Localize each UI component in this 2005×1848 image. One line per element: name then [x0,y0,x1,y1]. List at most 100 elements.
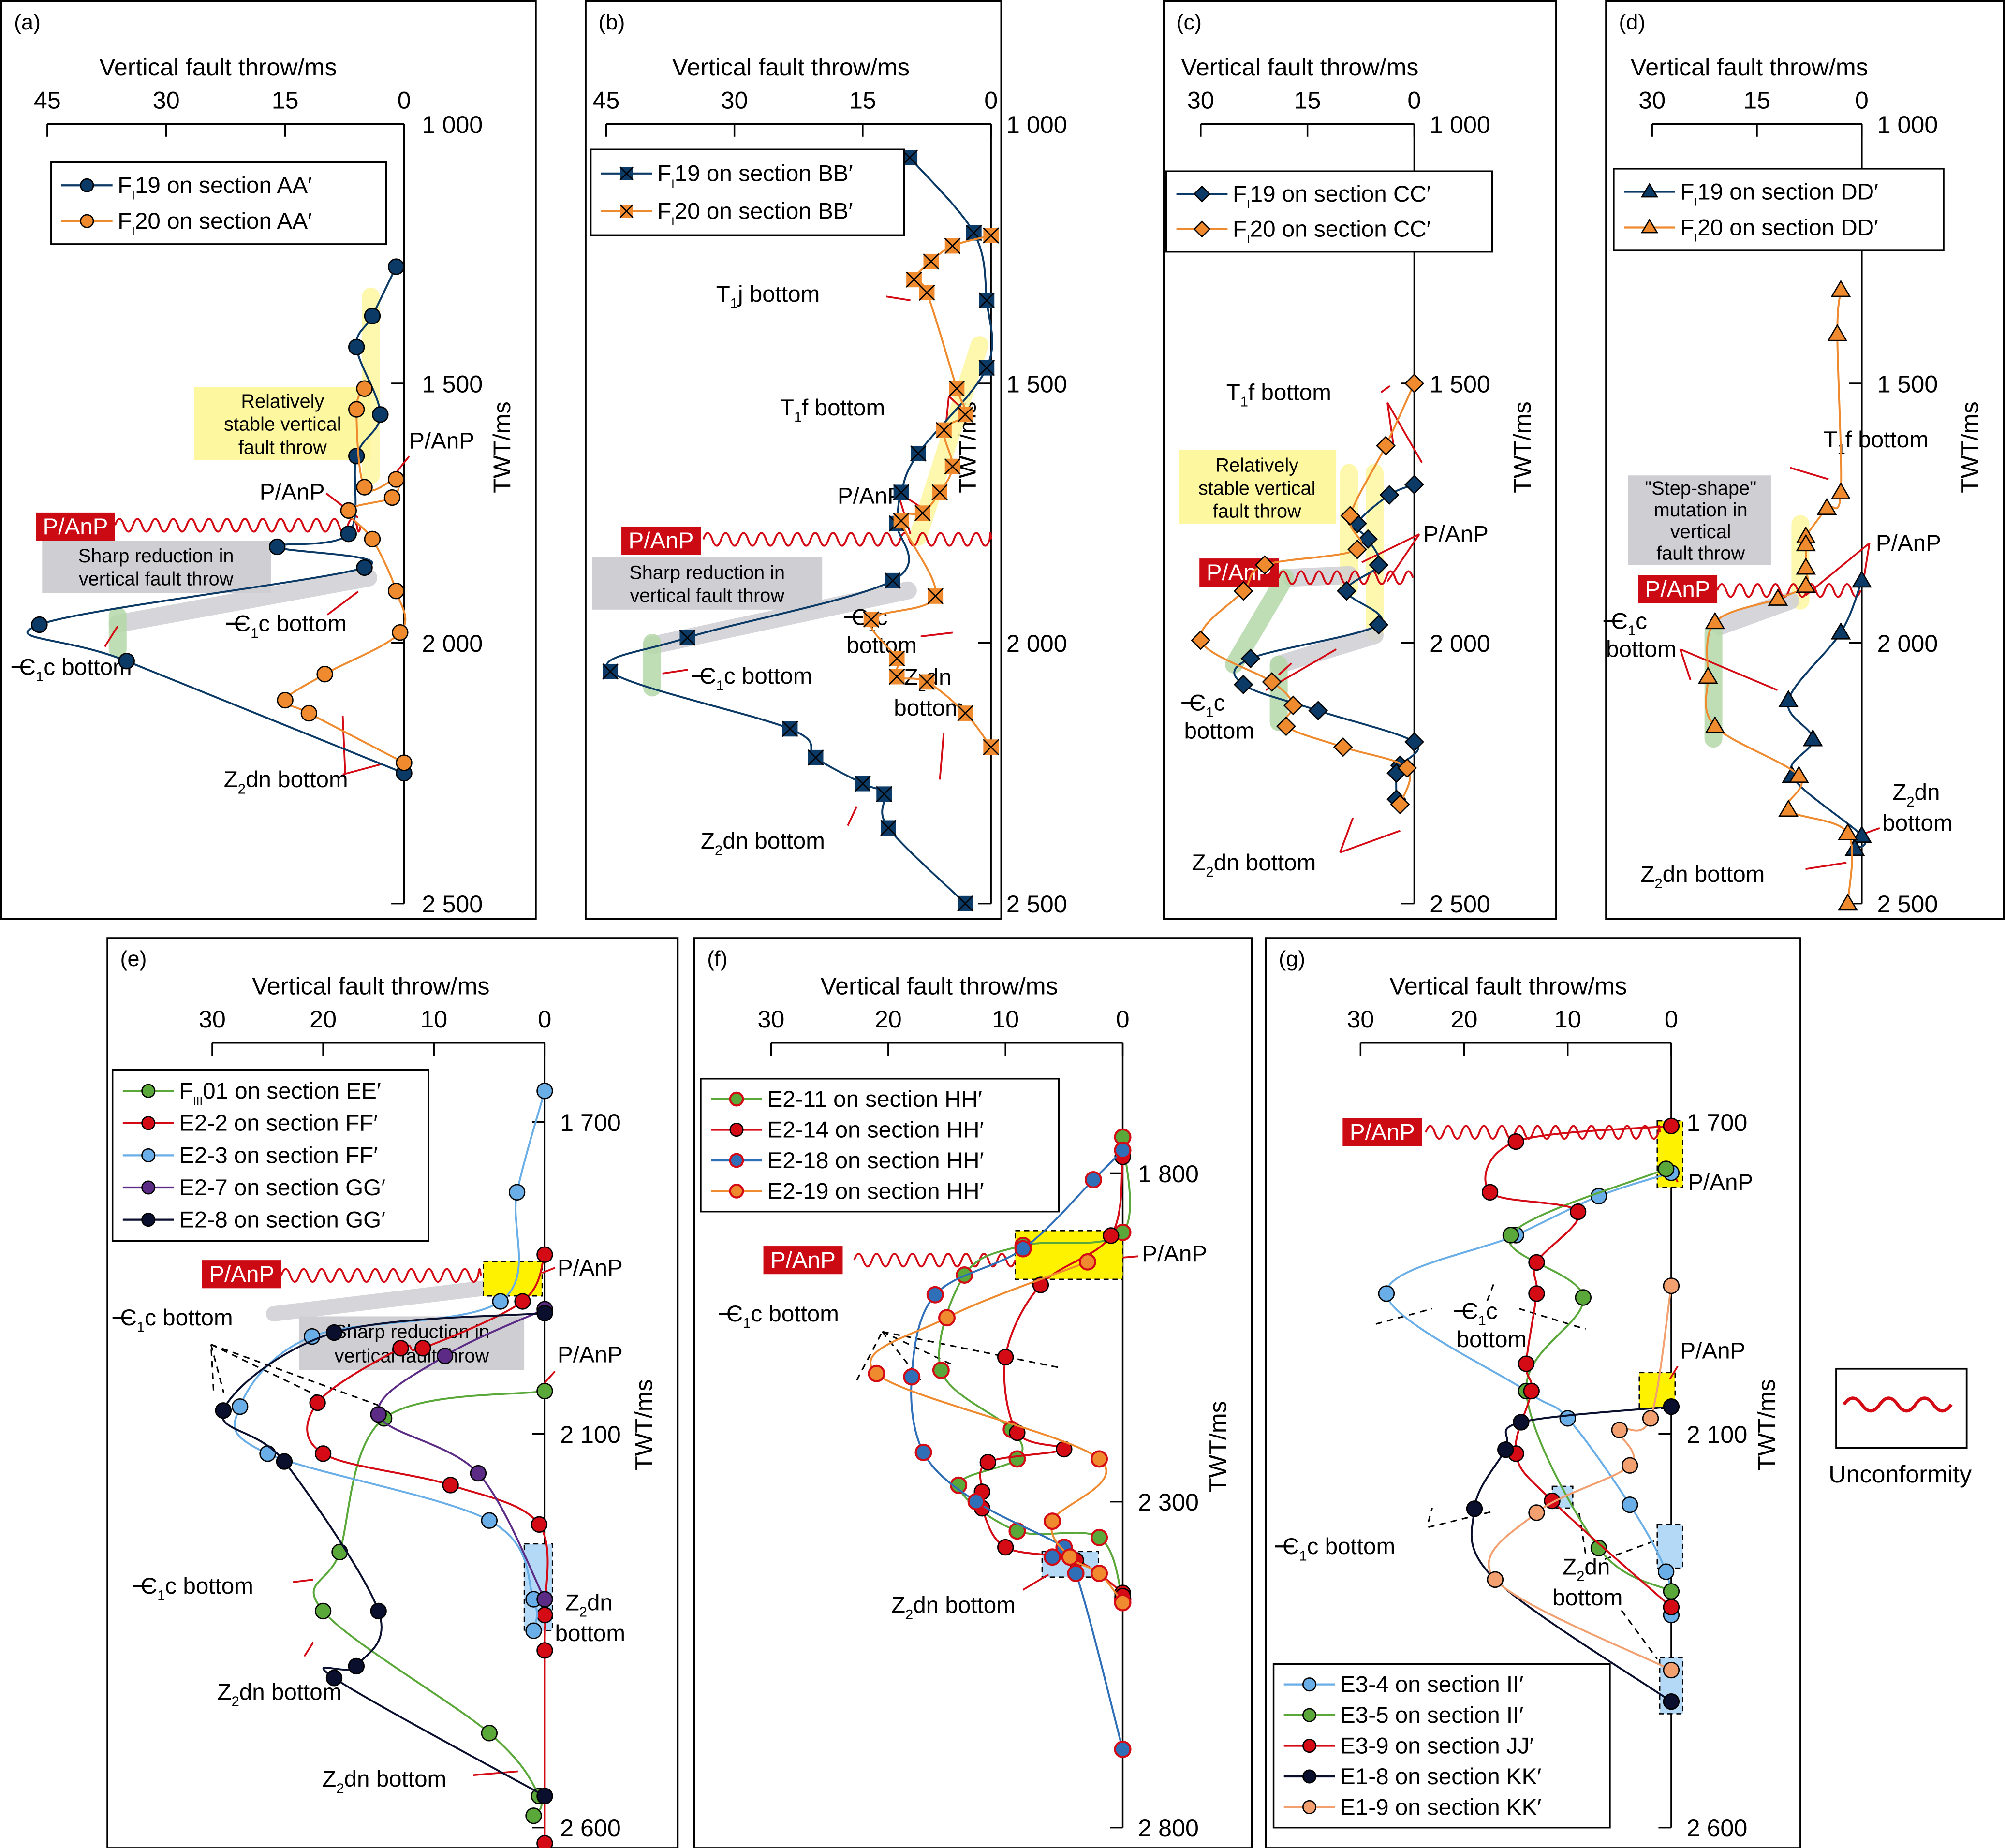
data-point [309,1394,326,1411]
data-point [619,204,634,218]
data-point-cross [931,484,948,501]
data-point [1233,675,1253,695]
annotation-leader-line [1386,402,1395,448]
data-point [1404,474,1424,495]
annotation-leader-line [342,763,382,776]
series-line [306,1254,549,1844]
y-tick-label: 2 800 [1138,1815,1199,1842]
panel-letter: (a) [14,10,41,34]
data-point [531,1516,548,1533]
unconformity-legend-label: Unconformity [1828,1461,1972,1488]
data-point [1528,1504,1545,1521]
data-point [1830,279,1851,297]
y-axis: 1 000 1 500 2 000 2 500 TWT/ms [1401,111,1536,918]
p-anp-label: P/AnP [1688,1170,1753,1195]
x-tick-label: 45 [34,87,61,114]
z2dn-bottom-text: Z2dn bottom [1192,850,1316,880]
data-point [903,1368,921,1386]
data-point [383,489,401,506]
data-point [1559,1410,1576,1427]
annotation-leader-line [1669,1365,1679,1379]
data-point [1705,716,1725,733]
sharp-reduction-label-bg [42,541,271,593]
legend-item: FI20 on section CC′ [1176,217,1431,246]
data-point [1640,183,1659,198]
series-line [1385,1172,1672,1615]
annotation-dashed-line [882,1331,953,1366]
x-tick-label: 30 [1187,87,1214,114]
data-point [1796,534,1816,552]
data-point [1528,1285,1545,1302]
p-anp-unconformity-tag: P/AnP [202,1260,281,1289]
data-point [781,720,798,737]
panel-letter: (g) [1279,946,1305,971]
data-point [914,505,931,522]
z2dn-bottom-label: Z2dn bottom [218,1679,342,1709]
series-0 [312,1382,553,1824]
y-tick-label: 2 500 [422,891,483,918]
legend-item: E2-8 on section GG′ [122,1207,385,1232]
z2dn-bottom-text: Z2dn bottom [701,828,825,858]
data-point [885,572,901,589]
annotation-leader-line [1790,467,1829,480]
x-tick-label: 30 [757,1006,784,1033]
legend: FIII01 on section EE′ E2-2 on section FF′… [111,1069,429,1242]
x-axis-title: Vertical fault throw/ms [672,54,910,81]
legend-item: E3-9 on section JJ′ [1283,1733,1534,1759]
p-anp-unconformity-tag: P/AnP [1342,1118,1422,1146]
data-point [1830,622,1851,640]
series-1 [863,227,1000,755]
legend-label: E2-19 on section HH′ [767,1178,984,1204]
unconformity-wavy-icon [1843,1396,1953,1413]
legend-label: FI19 on section CC′ [1233,181,1431,211]
annotation-dashed-line [210,1344,380,1407]
data-point [387,471,405,488]
series-layer [1698,279,1872,911]
legend-item: E2-14 on section HH′ [711,1117,984,1143]
z2dn-bottom-text: Z2dn bottom [891,1593,1016,1623]
data-point [215,1402,232,1419]
x-tick-label: 0 [1855,87,1869,114]
y-axis-title: TWT/ms [630,1379,657,1471]
data-point [1502,1227,1519,1244]
data-point [936,422,952,439]
legend-item: FI20 on section DD′ [1624,215,1878,245]
legend-frame [590,148,905,236]
data-point [414,1340,431,1357]
data-point-cross [948,380,965,397]
data-point [619,166,634,180]
series-line [312,1390,545,1817]
data-point [888,650,905,667]
p-anp-tag-text: P/AnP [770,1247,836,1273]
x-tick-label: 30 [1347,1006,1374,1033]
data-point [525,1807,542,1824]
data-point-cross [679,629,696,646]
data-point-cross [781,720,798,737]
legend-label: FI19 on section BB′ [657,161,853,191]
data-point [944,237,961,254]
data-point [967,1493,985,1511]
data-point [348,1657,365,1675]
data-point [1404,732,1424,752]
data-point-cross [957,705,973,721]
x-tick-label: 20 [1451,1006,1478,1033]
y-tick-label: 1 000 [1006,111,1067,138]
data-point [1663,1693,1680,1710]
data-point-cross [863,611,880,628]
p-anp-label: P/AnP [558,1342,623,1368]
data-point [983,739,1000,755]
panel-frame [693,937,1253,1848]
data-point-cross [619,166,634,180]
step-shape-label: "Step-shape" [1645,478,1756,499]
series-line [233,1090,546,1631]
annotation-leader-line [543,1370,556,1385]
legend: FI19 on section AA′ FI20 on section AA′ [50,161,387,245]
data-point [1788,765,1809,783]
z2dn-bottom-text: Z2dn bottom [224,767,348,797]
legend-item: E2-2 on section FF′ [122,1111,378,1136]
unconformity-wavy-line [1716,583,1862,598]
data-point [536,1591,553,1608]
